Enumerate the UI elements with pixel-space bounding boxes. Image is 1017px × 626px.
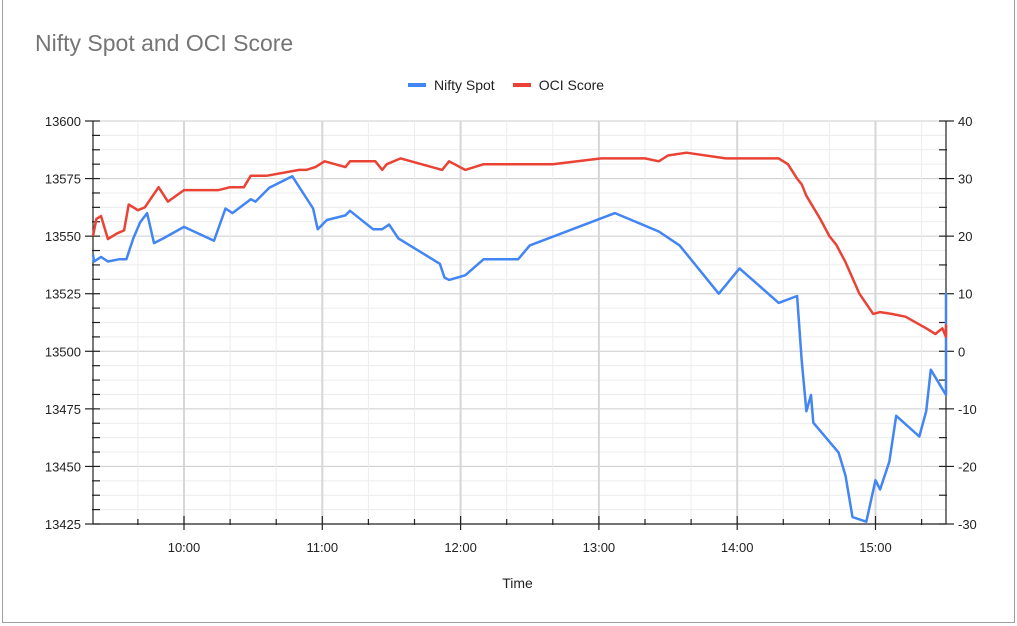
- legend-swatch-red-icon: [512, 83, 531, 87]
- legend-swatch-blue-icon: [408, 83, 426, 87]
- x-tick-label: 12:00: [444, 540, 477, 555]
- y-tick-label-right: 30: [958, 172, 972, 187]
- series-line-nifty-spot: [91, 175, 948, 523]
- x-tick-label: 14:00: [721, 540, 754, 555]
- y-tick-label-right: -30: [958, 517, 977, 532]
- y-tick-label-right: 0: [958, 344, 965, 359]
- y-tick-label-left: 13550: [45, 229, 81, 244]
- chart-title: Nifty Spot and OCI Score: [35, 30, 294, 56]
- x-tick-label: 11:00: [307, 540, 339, 555]
- x-tick-label: 10:00: [168, 540, 201, 555]
- y-tick-label-right: 40: [958, 114, 972, 129]
- x-tick-label: 15:00: [859, 540, 892, 555]
- legend: Nifty Spot OCI Score: [408, 77, 622, 93]
- x-axis-title: Time: [502, 575, 533, 591]
- y-tick-label-left: 13575: [45, 172, 81, 187]
- y-tick-label-left: 13425: [45, 517, 81, 532]
- series-line-oci-score: [91, 151, 948, 339]
- legend-item-nifty-spot[interactable]: Nifty Spot: [408, 77, 495, 93]
- y-tick-label-right: -20: [958, 459, 977, 474]
- y-tick-label-right: 20: [958, 229, 972, 244]
- y-tick-label-left: 13475: [45, 402, 81, 417]
- legend-label: OCI Score: [538, 77, 605, 93]
- legend-item-oci-score[interactable]: OCI Score: [512, 77, 605, 93]
- y-tick-label-left: 13500: [45, 344, 81, 359]
- y-tick-label-left: 13525: [45, 287, 81, 302]
- y-tick-label-right: 10: [958, 287, 972, 302]
- x-tick-label: 13:00: [583, 540, 616, 555]
- y-tick-label-left: 13450: [45, 459, 81, 474]
- y-tick-label-right: -10: [958, 402, 977, 417]
- legend-label: Nifty Spot: [434, 77, 495, 93]
- y-tick-label-left: 13600: [45, 114, 81, 129]
